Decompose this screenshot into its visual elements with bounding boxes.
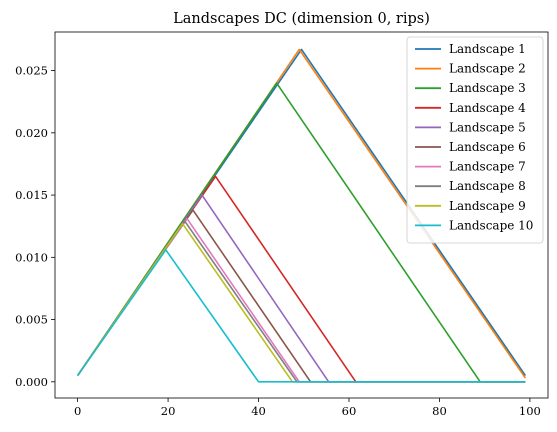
y-tick-label-0: 0.000 — [15, 375, 48, 389]
legend-label-2: Landscape 2 — [449, 62, 526, 76]
legend-label-4: Landscape 4 — [449, 101, 526, 115]
x-tick-label-0: 0 — [74, 404, 81, 418]
legend-label-9: Landscape 9 — [449, 199, 526, 213]
legend-label-10: Landscape 10 — [449, 218, 533, 232]
axes-frame — [54, 31, 549, 399]
legend-label-3: Landscape 3 — [449, 81, 526, 95]
legend-label-1: Landscape 1 — [449, 42, 526, 56]
legend-label-6: Landscape 6 — [449, 140, 526, 154]
x-tick-label-100: 100 — [519, 404, 541, 418]
y-tick-label-1: 0.005 — [15, 313, 48, 327]
axes: 0 20 40 60 80 100 0.000 0.005 0.010 0.015 0.020 0.0… — [15, 31, 549, 418]
x-tick-label-80: 80 — [432, 404, 447, 418]
x-tick-label-20: 20 — [161, 404, 176, 418]
y-tick-label-2: 0.010 — [15, 250, 48, 264]
series-line-10 — [76, 249, 526, 383]
plot-area — [76, 48, 527, 383]
y-tick-label-3: 0.015 — [15, 188, 48, 202]
legend-label-7: Landscape 7 — [449, 160, 526, 174]
legend: Landscape 1 Landscape 2 Landscape 3 Landsca… — [406, 36, 544, 244]
legend-label-5: Landscape 5 — [449, 120, 526, 134]
y-tick-label-5: 0.025 — [15, 64, 48, 78]
x-tick-label-60: 60 — [342, 404, 357, 418]
x-tick-label-40: 40 — [251, 404, 266, 418]
chart-title: Landscapes DC (dimension 0, rips) — [173, 11, 430, 27]
legend-label-8: Landscape 8 — [449, 179, 526, 193]
y-tick-label-4: 0.020 — [15, 126, 48, 140]
